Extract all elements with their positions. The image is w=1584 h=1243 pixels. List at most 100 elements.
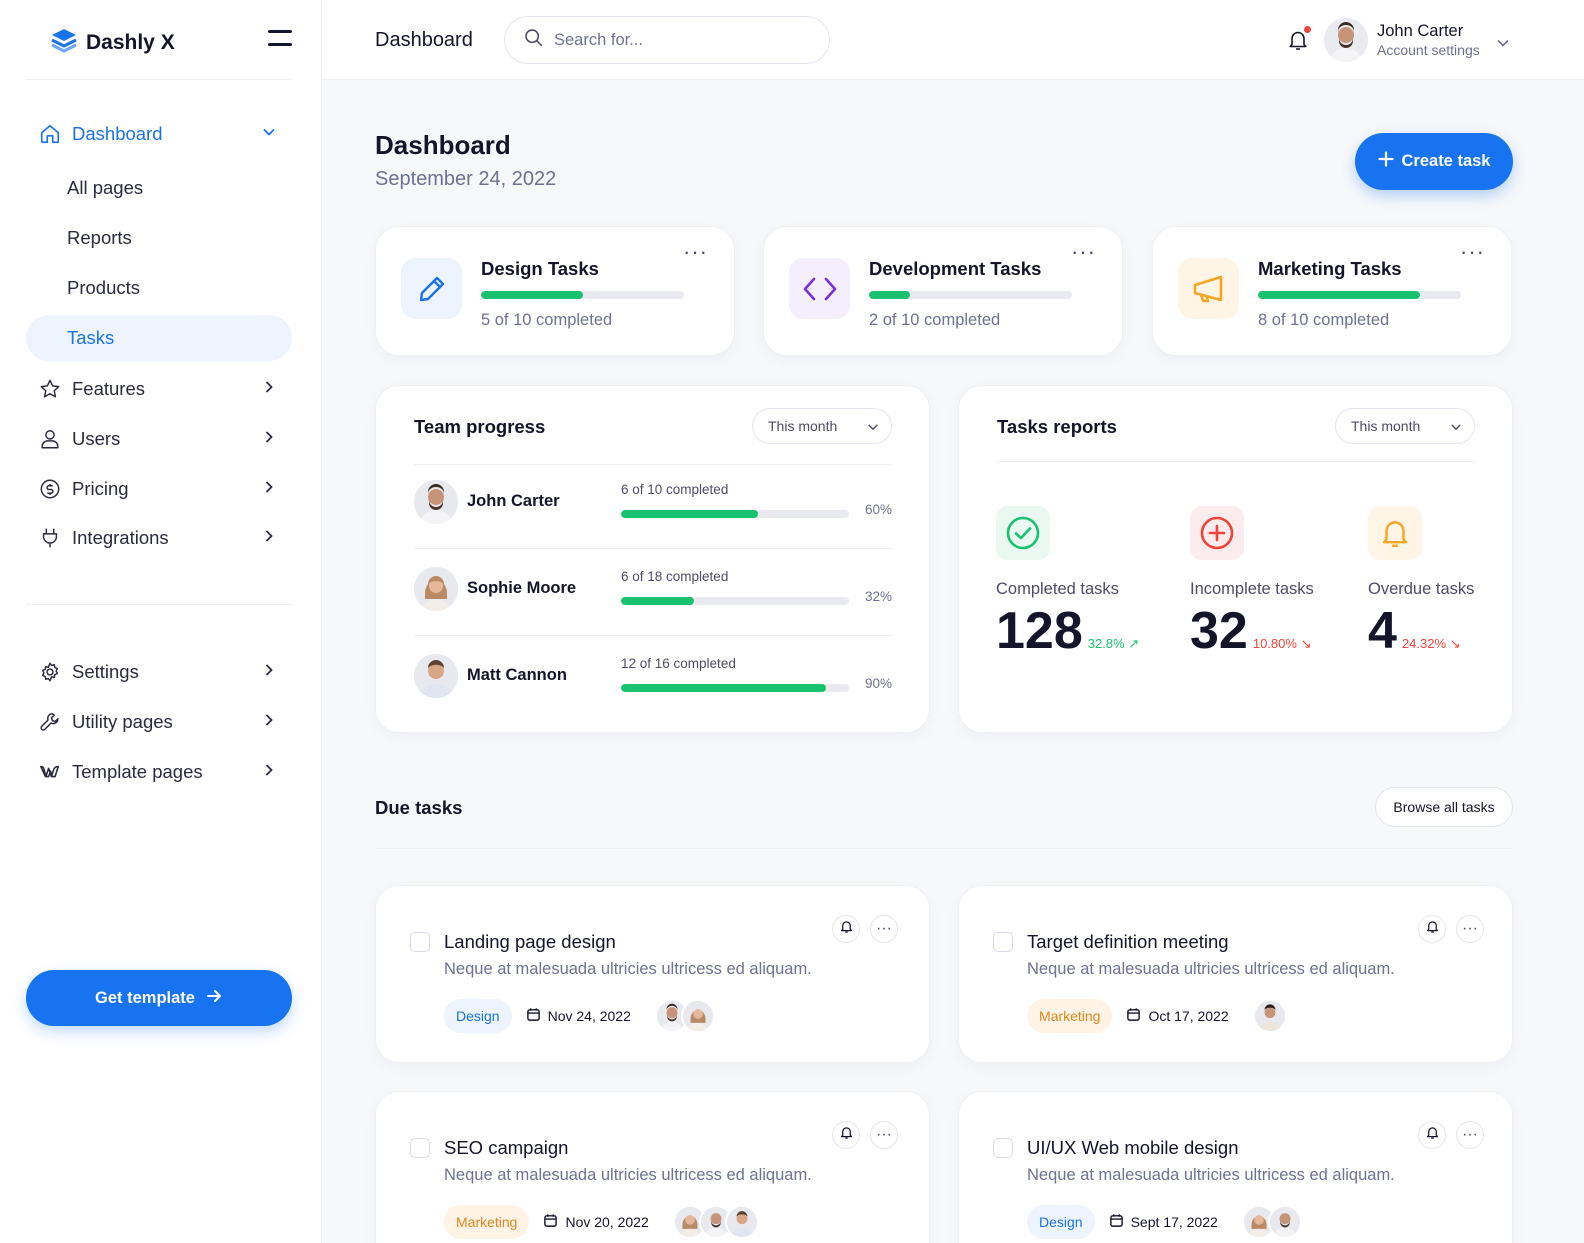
more-icon[interactable]: ··· bbox=[1071, 239, 1096, 264]
account-settings-link[interactable]: Account settings bbox=[1377, 42, 1480, 58]
due-date: Sept 17, 2022 bbox=[1109, 1213, 1218, 1231]
search-box[interactable] bbox=[504, 16, 830, 64]
search-input[interactable] bbox=[554, 30, 804, 50]
report-label: Overdue tasks bbox=[1368, 580, 1475, 598]
sidebar-subitem-reports[interactable]: Reports bbox=[67, 227, 132, 248]
chevron-down-icon[interactable] bbox=[1496, 36, 1510, 55]
report-label: Incomplete tasks bbox=[1190, 580, 1314, 598]
category-title: Marketing Tasks bbox=[1258, 258, 1402, 279]
task-checkbox[interactable] bbox=[410, 932, 430, 952]
reports-period-select[interactable]: This month bbox=[1335, 408, 1475, 444]
reminder-button[interactable] bbox=[1418, 1121, 1446, 1149]
divider bbox=[375, 848, 1513, 849]
sidebar-item-label: Users bbox=[72, 428, 121, 449]
calendar-icon bbox=[1109, 1213, 1124, 1231]
report-delta: 10.80% ↘ bbox=[1253, 636, 1312, 652]
reminder-button[interactable] bbox=[1418, 915, 1446, 943]
progress-fill bbox=[481, 291, 583, 299]
brand[interactable]: Dashly X bbox=[50, 26, 175, 59]
user-icon bbox=[38, 427, 62, 451]
browse-all-tasks-button[interactable]: Browse all tasks bbox=[1375, 787, 1513, 827]
sidebar-item-users[interactable]: Users bbox=[26, 416, 292, 462]
create-task-button[interactable]: Create task bbox=[1355, 133, 1513, 190]
divider bbox=[26, 79, 292, 80]
category-card-design[interactable]: Design Tasks 5 of 10 completed ··· bbox=[375, 226, 735, 356]
task-checkbox[interactable] bbox=[993, 1138, 1013, 1158]
member-name: Matt Cannon bbox=[467, 666, 567, 684]
avatar[interactable] bbox=[1324, 18, 1368, 62]
more-icon[interactable]: ··· bbox=[870, 1121, 898, 1149]
category-progress-text: 5 of 10 completed bbox=[481, 311, 613, 329]
sidebar-item-dashboard[interactable]: Dashboard bbox=[26, 111, 292, 157]
arrow-up-right-icon: ↗ bbox=[1128, 636, 1140, 651]
reminder-button[interactable] bbox=[832, 1121, 860, 1149]
avatar bbox=[1252, 999, 1287, 1033]
more-icon[interactable]: ··· bbox=[870, 915, 898, 943]
member-percent: 90% bbox=[864, 676, 892, 691]
task-tag: Marketing bbox=[444, 1205, 530, 1239]
arrow-right-icon bbox=[205, 987, 223, 1010]
sidebar-item-settings[interactable]: Settings bbox=[26, 649, 292, 695]
search-icon bbox=[523, 27, 544, 53]
due-date: Oct 17, 2022 bbox=[1126, 1007, 1229, 1025]
task-title: SEO campaign bbox=[444, 1137, 569, 1158]
get-template-button[interactable]: Get template bbox=[26, 970, 292, 1026]
progress-fill bbox=[1258, 291, 1421, 299]
task-card[interactable]: Landing page design Neque at malesuada u… bbox=[375, 885, 930, 1063]
sidebar-item-features[interactable]: Features bbox=[26, 366, 292, 412]
task-description: Neque at malesuada ultricies ultricess e… bbox=[1027, 960, 1395, 978]
sidebar-subitem-products[interactable]: Products bbox=[67, 277, 141, 298]
bell-icon bbox=[1425, 919, 1440, 939]
assignees bbox=[1252, 999, 1287, 1033]
task-card[interactable]: SEO campaign Neque at malesuada ultricie… bbox=[375, 1091, 930, 1243]
report-value: 4 bbox=[1368, 602, 1397, 660]
sidebar-item-utility-pages[interactable]: Utility pages bbox=[26, 699, 292, 745]
sidebar-item-integrations[interactable]: Integrations bbox=[26, 515, 292, 561]
avatar bbox=[414, 480, 458, 524]
sidebar-subitem-tasks[interactable]: Tasks bbox=[26, 315, 292, 361]
sidebar-item-template-pages[interactable]: Template pages bbox=[26, 749, 292, 795]
bell-icon bbox=[1425, 1125, 1440, 1145]
more-icon[interactable]: ··· bbox=[683, 239, 708, 264]
task-meta: Design Nov 24, 2022 bbox=[444, 998, 715, 1034]
sidebar-subitem-all-pages[interactable]: All pages bbox=[67, 177, 144, 198]
team-member-row[interactable]: Sophie Moore 6 of 18 completed 32% bbox=[414, 549, 892, 637]
task-card[interactable]: Target definition meeting Neque at males… bbox=[958, 885, 1513, 1063]
bell-icon bbox=[1368, 506, 1422, 560]
task-checkbox[interactable] bbox=[993, 932, 1013, 952]
get-template-label: Get template bbox=[95, 988, 195, 1007]
user-name[interactable]: John Carter bbox=[1377, 22, 1464, 40]
task-meta: Marketing Oct 17, 2022 bbox=[1027, 998, 1287, 1034]
report-completed: Completed tasks 128 32.8% ↗ bbox=[996, 506, 1139, 660]
chevron-right-icon bbox=[262, 713, 276, 727]
more-icon[interactable]: ··· bbox=[1456, 1121, 1484, 1149]
team-member-row[interactable]: John Carter 6 of 10 completed 60% bbox=[414, 462, 892, 550]
progress-bar bbox=[481, 291, 684, 299]
progress-fill bbox=[621, 597, 694, 605]
more-icon[interactable]: ··· bbox=[1456, 915, 1484, 943]
progress-fill bbox=[621, 684, 827, 692]
task-card[interactable]: UI/UX Web mobile design Neque at malesua… bbox=[958, 1091, 1513, 1243]
sidebar-item-pricing[interactable]: Pricing bbox=[26, 466, 292, 512]
reminder-button[interactable] bbox=[832, 915, 860, 943]
team-period-select[interactable]: This month bbox=[752, 408, 892, 444]
notification-dot bbox=[1304, 26, 1311, 33]
menu-toggle-icon[interactable] bbox=[268, 30, 294, 52]
category-card-marketing[interactable]: Marketing Tasks 8 of 10 completed ··· bbox=[1152, 226, 1512, 356]
chevron-right-icon bbox=[262, 763, 276, 777]
category-card-development[interactable]: Development Tasks 2 of 10 completed ··· bbox=[763, 226, 1123, 356]
chevron-down-icon bbox=[867, 420, 879, 436]
sidebar-item-label: Dashboard bbox=[72, 123, 163, 144]
more-icon[interactable]: ··· bbox=[1460, 239, 1485, 264]
plus-circle-icon bbox=[1190, 506, 1244, 560]
plug-icon bbox=[38, 526, 62, 550]
due-date-text: Sept 17, 2022 bbox=[1130, 1214, 1218, 1230]
chevron-right-icon bbox=[262, 380, 276, 394]
topbar: Dashboard John Carter Account settings bbox=[322, 0, 1584, 80]
dollar-icon bbox=[38, 477, 62, 501]
tasks-reports-card: Tasks reports This month Completed tasks… bbox=[958, 385, 1513, 733]
task-checkbox[interactable] bbox=[410, 1138, 430, 1158]
sidebar-item-label: Pricing bbox=[72, 478, 129, 499]
notifications-button[interactable] bbox=[1286, 26, 1311, 57]
team-member-row[interactable]: Matt Cannon 12 of 16 completed 90% bbox=[414, 636, 892, 724]
